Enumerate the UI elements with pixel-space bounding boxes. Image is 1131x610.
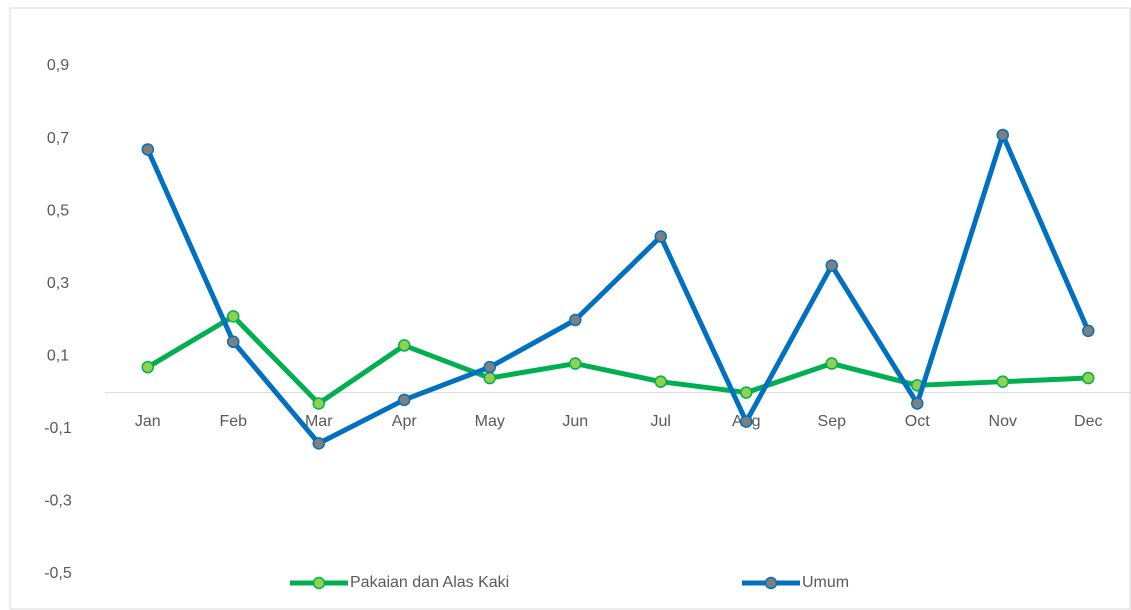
series-marker: [141, 143, 154, 156]
x-tick-label: Dec: [1074, 413, 1102, 430]
y-tick-label: -0,1: [44, 420, 72, 437]
series-marker: [1082, 371, 1095, 385]
x-tick-label: Feb: [219, 413, 247, 430]
series-marker: [996, 128, 1009, 142]
y-tick-label: 0,3: [47, 275, 69, 292]
legend-marker: [312, 576, 326, 590]
x-tick-label: Oct: [905, 413, 930, 430]
series-line: [146, 313, 1089, 406]
x-tick-label: Sep: [818, 413, 847, 430]
series-marker: [227, 310, 240, 323]
legend-label: Pakaian dan Alas Kaki: [350, 574, 509, 591]
series-marker: [825, 357, 838, 370]
y-tick-label: 0,1: [47, 348, 69, 365]
series-marker: [398, 393, 411, 407]
series-marker: [825, 259, 838, 272]
series-line: [145, 132, 1091, 446]
x-tick-label: Jan: [135, 413, 161, 430]
x-tick-label: May: [475, 413, 505, 430]
series-marker: [1082, 324, 1095, 338]
series-marker: [740, 415, 753, 428]
x-tick-label: Apr: [392, 413, 418, 430]
series-marker: [569, 357, 582, 370]
series-marker: [911, 397, 924, 410]
y-tick-label: 0,9: [47, 57, 69, 74]
x-tick-label: Jul: [651, 413, 671, 430]
legend-label: Umum: [802, 574, 849, 591]
y-tick-label: 0,7: [47, 130, 69, 147]
y-tick-label: -0,5: [44, 565, 72, 582]
x-tick-label: Nov: [989, 413, 1017, 430]
chart-border: [9, 7, 1131, 610]
series-marker: [654, 375, 667, 388]
series-marker: [654, 230, 667, 243]
y-tick-label: 0,5: [47, 202, 69, 219]
series-marker: [312, 437, 325, 450]
series-marker: [740, 386, 753, 399]
series-marker: [483, 360, 496, 374]
series-marker: [996, 375, 1009, 388]
series-marker: [483, 371, 496, 385]
series-marker: [569, 313, 582, 327]
x-tick-label: Jun: [562, 413, 588, 430]
series-marker: [227, 335, 240, 349]
series-marker: [312, 397, 325, 410]
x-tick-label: Mar: [305, 413, 333, 430]
series-marker: [141, 360, 154, 374]
legend-marker: [764, 576, 778, 590]
y-tick-label: -0,3: [44, 493, 72, 510]
series-marker: [398, 339, 411, 352]
